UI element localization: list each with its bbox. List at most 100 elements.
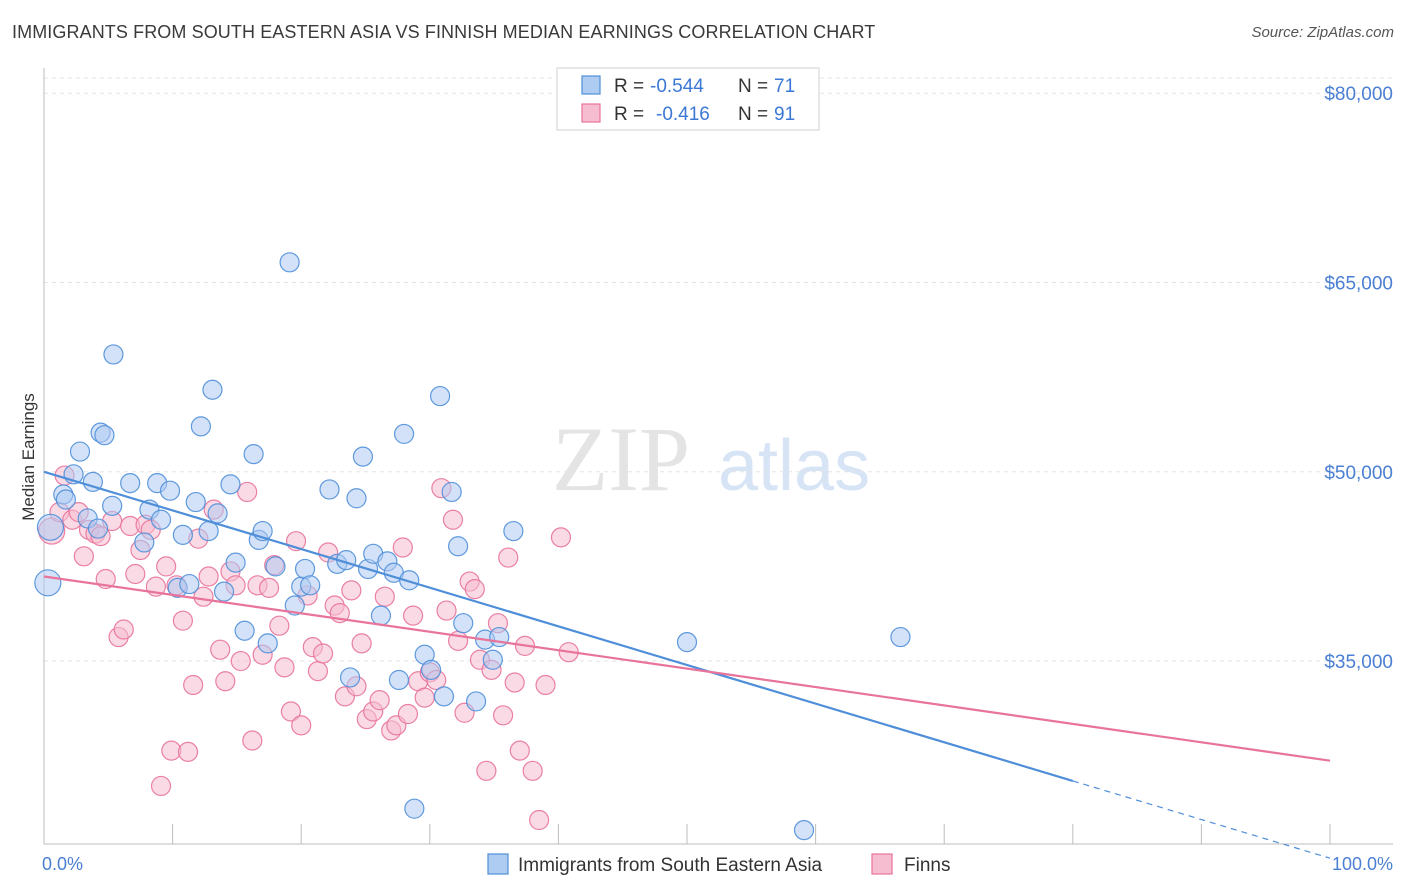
point-finns-42 [274, 657, 295, 678]
point-immigrants-55 [404, 798, 425, 819]
point-finns-48 [307, 661, 329, 682]
point-finns-71 [436, 600, 457, 621]
trend-line-immigrants-extension [1072, 780, 1331, 859]
point-finns-83 [504, 672, 525, 693]
point-immigrants-60 [441, 481, 462, 503]
point-finns-65 [402, 605, 424, 626]
point-immigrants-40 [300, 575, 321, 596]
point-immigrants-41 [319, 479, 340, 500]
point-immigrants-37 [284, 595, 305, 616]
legend-stats-r-value-1: -0.544 [650, 76, 704, 97]
y-tick-label-3: $80,000 [1324, 84, 1393, 105]
point-immigrants-52 [388, 669, 410, 691]
point-immigrants-5 [69, 441, 91, 462]
point-immigrants-8 [87, 518, 109, 539]
point-immigrants-46 [352, 446, 374, 467]
point-finns-34 [230, 650, 251, 672]
point-finns-25 [183, 674, 204, 696]
point-immigrants-54 [399, 570, 420, 591]
point-immigrants-44 [339, 667, 361, 688]
point-finns-89 [550, 527, 572, 548]
point-immigrants-28 [220, 474, 241, 495]
point-immigrants-29 [225, 552, 246, 573]
legend-stats-swatch-blue [581, 75, 601, 95]
axes [43, 68, 1393, 845]
point-immigrants-14 [134, 532, 155, 553]
point-finns-24 [177, 741, 199, 762]
point-immigrants-59 [433, 686, 455, 707]
point-immigrants-36 [279, 252, 300, 273]
point-finns-36 [242, 730, 263, 751]
point-immigrants-31 [243, 444, 264, 465]
point-finns-21 [161, 740, 182, 761]
chart-title: IMMIGRANTS FROM SOUTH EASTERN ASIA VS FI… [12, 22, 876, 42]
point-immigrants-69 [793, 820, 815, 841]
point-finns-56 [351, 633, 372, 654]
point-finns-76 [464, 579, 485, 600]
legend-stats-n-value-1: 71 [774, 76, 795, 97]
trend-lines [43, 470, 1331, 859]
watermark: ZIP atlas [552, 408, 870, 510]
watermark-zip: ZIP [552, 408, 690, 510]
point-immigrants-17 [150, 509, 172, 530]
x-tick-label-max: 100.0% [1332, 854, 1393, 874]
y-tick-label-0: $35,000 [1324, 652, 1393, 673]
point-immigrants-10 [94, 425, 115, 446]
point-finns-35 [237, 481, 258, 503]
point-finns-12 [113, 619, 134, 640]
point-immigrants-30 [234, 620, 255, 641]
series-points [34, 252, 911, 841]
point-finns-31 [215, 671, 236, 692]
point-finns-86 [522, 760, 543, 781]
point-immigrants-1 [36, 513, 65, 541]
point-finns-63 [392, 537, 413, 558]
y-tick-label-2: $65,000 [1324, 274, 1393, 295]
legend-label-finns: Finns [904, 855, 950, 876]
watermark-atlas: atlas [718, 426, 870, 506]
trend-line-finns [43, 575, 1331, 762]
point-immigrants-58 [429, 385, 451, 407]
legend-stats-box [556, 67, 820, 131]
point-finns-87 [529, 809, 550, 831]
legend-label-immigrants: Immigrants from South Eastern Asia [518, 855, 823, 876]
legend-series: Immigrants from South Eastern Asia Finns [487, 853, 950, 876]
legend-stats-n-label-2: N = [738, 104, 773, 125]
point-immigrants-22 [185, 491, 206, 513]
point-finns-54 [341, 580, 362, 601]
point-finns-23 [172, 610, 193, 631]
point-finns-88 [535, 674, 556, 696]
point-immigrants-25 [202, 379, 223, 400]
point-finns-60 [374, 586, 395, 607]
trend-line-immigrants [43, 470, 1074, 782]
point-immigrants-61 [447, 536, 469, 557]
legend-stats-n-value-2: 91 [774, 104, 795, 125]
point-finns-19 [150, 775, 172, 797]
point-finns-45 [291, 715, 312, 736]
point-immigrants-23 [190, 416, 211, 437]
point-immigrants-49 [370, 605, 392, 626]
point-immigrants-21 [179, 573, 200, 595]
legend-stats: R = -0.544 N = 71 R = -0.416 N = 91 [556, 67, 820, 131]
point-immigrants-12 [103, 344, 124, 365]
point-immigrants-65 [482, 649, 503, 670]
point-immigrants-11 [102, 495, 123, 516]
legend-swatch-blue [487, 853, 509, 875]
point-finns-27 [193, 586, 214, 607]
point-finns-43 [280, 701, 302, 722]
y-axis-label: Median Earnings [19, 393, 38, 521]
point-immigrants-34 [257, 633, 278, 654]
y-tick-label-1: $50,000 [1324, 463, 1393, 484]
point-finns-67 [414, 687, 435, 708]
x-tick-label-min: 0.0% [42, 854, 83, 874]
point-immigrants-7 [82, 471, 103, 492]
point-immigrants-35 [265, 556, 286, 577]
point-immigrants-45 [346, 488, 367, 509]
point-immigrants-13 [120, 473, 141, 494]
point-immigrants-26 [207, 503, 228, 524]
point-immigrants-67 [503, 520, 524, 542]
point-finns-64 [397, 703, 419, 725]
legend-swatch-pink [871, 853, 893, 875]
point-finns-49 [312, 643, 334, 664]
point-immigrants-3 [55, 489, 76, 510]
